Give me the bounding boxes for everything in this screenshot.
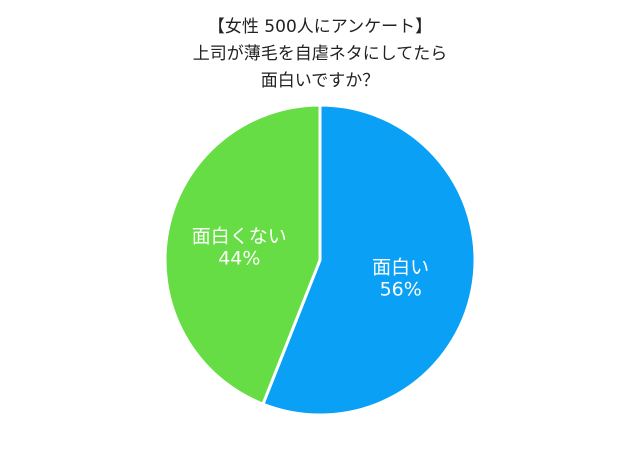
slice-label-1: 面白くない xyxy=(192,226,287,248)
chart-title-line-3: 面白いですか？ xyxy=(260,71,380,91)
pie-slice-1 xyxy=(163,103,322,406)
chart-title-line-2: 上司が薄毛を自虐ネタにしてたら xyxy=(192,44,448,64)
slice-value-0: 56% xyxy=(380,278,422,300)
pie-slice-0 xyxy=(261,103,477,417)
chart-title-line-1: 【女性 500人にアンケート】 xyxy=(207,17,433,37)
chart-title: 【女性 500人にアンケート】 上司が薄毛を自虐ネタにしてたら 面白いですか？ xyxy=(0,14,640,95)
slice-label-0: 面白い xyxy=(372,256,429,278)
slice-value-1: 44% xyxy=(218,248,260,270)
